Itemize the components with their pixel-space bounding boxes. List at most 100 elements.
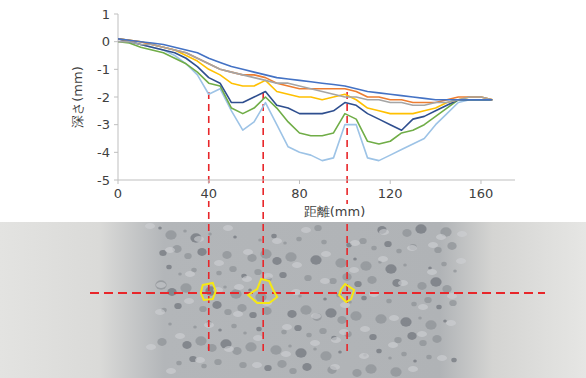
pit bbox=[195, 336, 206, 345]
pit bbox=[174, 303, 181, 309]
y-tick-label-backdrop bbox=[96, 173, 111, 188]
pit bbox=[229, 266, 236, 272]
pit bbox=[425, 320, 436, 329]
highlight bbox=[243, 249, 253, 255]
pit bbox=[371, 246, 377, 251]
pit bbox=[218, 329, 222, 332]
pit bbox=[264, 365, 271, 371]
y-tick-label: -2 bbox=[97, 90, 110, 105]
x-tick-label-group: 120 bbox=[377, 186, 404, 201]
highlight bbox=[253, 335, 263, 341]
background bbox=[0, 0, 586, 378]
x-tick-label-backdrop bbox=[468, 186, 495, 201]
pit bbox=[247, 254, 256, 262]
highlight bbox=[388, 342, 398, 348]
x-tick-label-backdrop bbox=[199, 186, 218, 201]
highlight bbox=[194, 236, 204, 242]
highlight bbox=[428, 242, 438, 248]
pit bbox=[155, 280, 166, 289]
pit bbox=[270, 345, 281, 354]
pit bbox=[415, 224, 426, 233]
pit bbox=[337, 316, 346, 324]
pit bbox=[453, 270, 457, 273]
pit bbox=[183, 230, 187, 233]
y-tick-label-backdrop bbox=[96, 117, 111, 132]
highlight bbox=[398, 280, 408, 286]
highlight bbox=[311, 313, 321, 319]
vertical-dashed-line bbox=[208, 92, 210, 352]
highlight bbox=[340, 302, 350, 308]
x-tick-label: 160 bbox=[469, 186, 494, 201]
highlight bbox=[252, 362, 262, 368]
highlight bbox=[272, 238, 282, 244]
highlight bbox=[165, 247, 175, 253]
x-tick bbox=[118, 180, 119, 184]
horizontal-dashed-line bbox=[90, 292, 545, 294]
y-tick bbox=[114, 180, 118, 181]
pit bbox=[180, 283, 191, 292]
x-tick-label: 120 bbox=[378, 186, 403, 201]
pit bbox=[451, 358, 457, 363]
pit bbox=[447, 242, 456, 250]
highlight bbox=[331, 337, 341, 343]
pit bbox=[369, 334, 376, 340]
y-tick-label: -4 bbox=[97, 145, 110, 160]
pit bbox=[285, 252, 296, 261]
pit bbox=[302, 363, 311, 371]
y-axis-title-group: 深さ(mm) bbox=[70, 65, 85, 128]
y-tick bbox=[114, 124, 118, 125]
pit bbox=[287, 310, 296, 318]
x-axis-line bbox=[118, 180, 515, 181]
pit bbox=[441, 262, 447, 267]
pit bbox=[201, 364, 207, 369]
vertical-dashed-line bbox=[346, 92, 348, 352]
x-tick bbox=[480, 180, 481, 184]
series-line bbox=[118, 39, 492, 161]
y-tick-label-group: -5 bbox=[96, 173, 111, 188]
pit bbox=[249, 312, 256, 318]
y-tick-label: 0 bbox=[102, 34, 110, 49]
pit bbox=[390, 367, 401, 376]
pit bbox=[411, 302, 417, 307]
y-tick-label-backdrop bbox=[101, 34, 111, 49]
highlight bbox=[427, 269, 437, 275]
x-tick-label-group: 40 bbox=[199, 186, 218, 201]
pit bbox=[432, 335, 441, 343]
pit bbox=[298, 295, 302, 298]
highlight bbox=[378, 256, 388, 262]
highlight bbox=[156, 282, 166, 288]
pit bbox=[321, 240, 327, 245]
y-tick-label: -3 bbox=[97, 117, 110, 132]
y-tick-label: 1 bbox=[102, 7, 110, 22]
pit bbox=[289, 368, 296, 374]
pit bbox=[223, 286, 227, 289]
highlight bbox=[321, 251, 331, 257]
highlight bbox=[417, 331, 427, 337]
x-tick-label-group: 160 bbox=[468, 186, 495, 201]
pit bbox=[367, 276, 376, 284]
pit bbox=[359, 238, 366, 244]
pit bbox=[256, 327, 262, 332]
y-tick bbox=[114, 14, 118, 15]
pit bbox=[376, 349, 382, 354]
pit bbox=[400, 317, 411, 326]
highlight bbox=[359, 353, 369, 359]
highlight bbox=[389, 315, 399, 321]
highlight bbox=[349, 267, 359, 273]
pit bbox=[407, 332, 416, 340]
pit bbox=[193, 326, 197, 329]
series-lines bbox=[118, 39, 492, 161]
photo bbox=[0, 222, 586, 378]
highlight bbox=[242, 276, 252, 282]
y-axis-title: 深さ(mm) bbox=[70, 66, 85, 127]
pit bbox=[449, 300, 456, 306]
pit bbox=[436, 305, 442, 310]
y-tick-label-group: -4 bbox=[96, 145, 111, 160]
highlight bbox=[175, 333, 185, 339]
highlight bbox=[436, 234, 446, 240]
pit bbox=[413, 360, 417, 363]
pit bbox=[401, 352, 407, 357]
highlight bbox=[418, 304, 428, 310]
highlight bbox=[146, 344, 156, 350]
series-line bbox=[118, 39, 492, 100]
